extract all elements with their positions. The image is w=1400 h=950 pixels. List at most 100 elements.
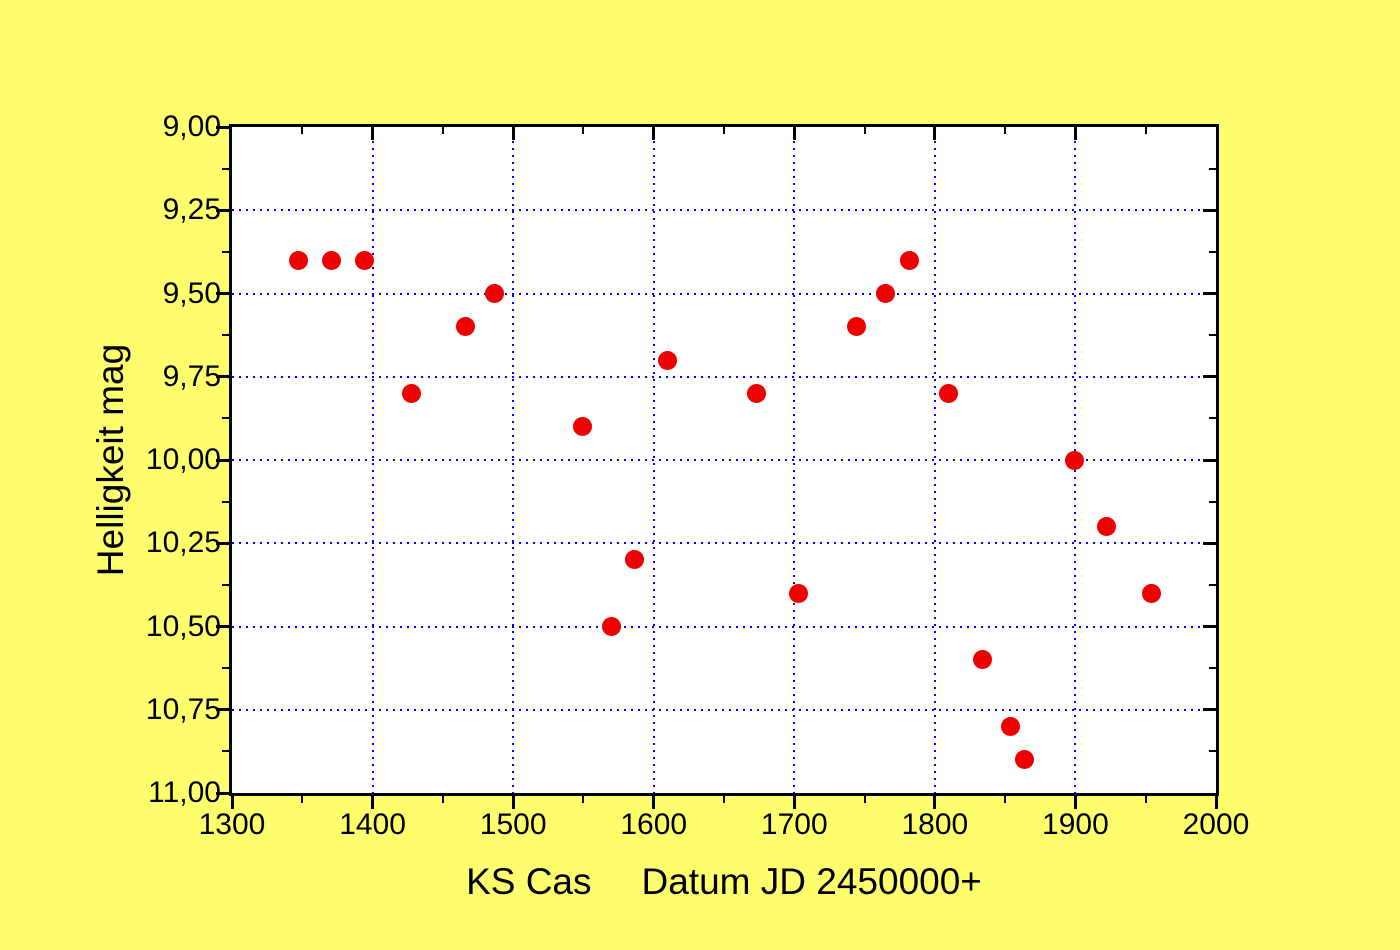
data-point bbox=[876, 284, 896, 303]
x-major-tick-bottom bbox=[652, 796, 656, 809]
x-tick-label: 1900 bbox=[1042, 808, 1109, 841]
y-major-tick-left bbox=[216, 791, 229, 795]
y-tick-label: 9,25 bbox=[162, 193, 221, 227]
x-major-tick-top bbox=[511, 127, 515, 140]
y-major-tick-left bbox=[216, 458, 229, 462]
y-major-tick-right bbox=[1203, 292, 1216, 295]
y-minor-tick-left bbox=[222, 750, 229, 753]
y-tick-label: 9,75 bbox=[162, 359, 221, 393]
y-minor-tick-left bbox=[222, 583, 229, 586]
x-minor-tick-top bbox=[301, 127, 304, 134]
x-minor-tick-top bbox=[863, 127, 866, 134]
y-minor-tick-left bbox=[222, 334, 229, 337]
x-major-tick-bottom bbox=[371, 796, 375, 809]
data-point bbox=[455, 317, 475, 337]
data-point bbox=[354, 250, 374, 270]
x-tick-label: 1300 bbox=[198, 808, 266, 841]
y-major-tick-right bbox=[1203, 375, 1216, 379]
data-point bbox=[322, 250, 342, 270]
data-point bbox=[789, 583, 808, 603]
x-tick-label: 1500 bbox=[479, 808, 547, 841]
y-minor-tick-right bbox=[1209, 167, 1216, 170]
data-point bbox=[602, 617, 622, 636]
x-minor-tick-bottom bbox=[723, 796, 725, 803]
x-minor-tick-bottom bbox=[1144, 796, 1147, 803]
x-tick-label: 1600 bbox=[620, 808, 688, 841]
y-major-tick-right bbox=[1203, 708, 1216, 712]
y-major-tick-left bbox=[216, 541, 229, 545]
y-minor-tick-right bbox=[1209, 500, 1216, 503]
x-minor-tick-bottom bbox=[301, 796, 304, 803]
y-minor-tick-left bbox=[222, 167, 229, 170]
data-point bbox=[939, 383, 959, 403]
y-minor-tick-right bbox=[1209, 250, 1216, 253]
data-point bbox=[572, 417, 592, 437]
data-point bbox=[846, 317, 866, 337]
x-tick-label: 1800 bbox=[901, 808, 969, 841]
x-minor-tick-bottom bbox=[863, 796, 866, 803]
x-minor-tick-top bbox=[1144, 127, 1147, 134]
x-minor-tick-bottom bbox=[582, 796, 585, 803]
data-point bbox=[658, 350, 678, 370]
x-minor-tick-top bbox=[582, 127, 585, 134]
x-major-tick-top bbox=[1073, 127, 1077, 140]
data-point bbox=[973, 650, 993, 670]
x-major-tick-top bbox=[371, 127, 375, 140]
y-minor-tick-left bbox=[222, 500, 229, 503]
x-minor-tick-bottom bbox=[1004, 796, 1007, 803]
x-major-tick-top bbox=[933, 127, 937, 140]
y-tick-label: 10,50 bbox=[145, 609, 221, 643]
x-tick-label: 2000 bbox=[1182, 808, 1250, 841]
y-major-tick-right bbox=[1203, 541, 1216, 545]
y-major-tick-left bbox=[216, 375, 229, 379]
y-minor-tick-right bbox=[1209, 417, 1216, 420]
y-major-tick-right bbox=[1203, 625, 1216, 628]
bottom-title: KS Cas Datum JD 2450000+ bbox=[232, 861, 1216, 903]
y-minor-tick-right bbox=[1209, 750, 1216, 753]
data-point bbox=[900, 250, 920, 270]
y-major-tick-right bbox=[1203, 208, 1216, 212]
x-tick-label: 1400 bbox=[339, 808, 406, 841]
x-minor-tick-top bbox=[1004, 127, 1007, 134]
x-minor-tick-bottom bbox=[441, 796, 444, 803]
y-tick-label: 9,00 bbox=[162, 110, 221, 143]
y-minor-tick-right bbox=[1209, 334, 1216, 337]
y-major-tick-left bbox=[216, 292, 229, 295]
x-major-tick-top bbox=[792, 127, 796, 140]
y-tick-label: 10,00 bbox=[145, 443, 221, 476]
x-minor-tick-top bbox=[723, 127, 725, 134]
y-minor-tick-right bbox=[1209, 583, 1216, 586]
series-label: KS Cas bbox=[466, 861, 592, 902]
x-axis-title: Datum JD 2450000+ bbox=[641, 861, 982, 902]
data-point bbox=[288, 250, 308, 270]
y-minor-tick-left bbox=[222, 250, 229, 253]
y-minor-tick-left bbox=[222, 667, 229, 670]
data-point bbox=[1096, 517, 1116, 537]
y-major-tick-left bbox=[216, 625, 229, 628]
y-minor-tick-left bbox=[222, 417, 229, 420]
y-tick-label: 9,50 bbox=[162, 276, 221, 310]
data-point bbox=[1141, 583, 1161, 603]
data-point bbox=[485, 284, 505, 303]
y-tick-label: 11,00 bbox=[148, 776, 221, 809]
x-major-tick-bottom bbox=[511, 796, 515, 809]
y-tick-label: 10,25 bbox=[145, 526, 221, 560]
data-point bbox=[1001, 716, 1021, 736]
x-major-tick-bottom bbox=[230, 796, 234, 809]
x-major-tick-bottom bbox=[1214, 796, 1218, 809]
y-tick-label: 10,75 bbox=[145, 692, 221, 726]
x-major-tick-bottom bbox=[792, 796, 796, 809]
data-point bbox=[1015, 750, 1035, 770]
x-major-tick-bottom bbox=[1073, 796, 1077, 809]
data-point bbox=[402, 383, 422, 403]
y-major-tick-left bbox=[216, 125, 229, 129]
x-major-tick-bottom bbox=[933, 796, 937, 809]
y-major-tick-left bbox=[216, 708, 229, 712]
y-minor-tick-right bbox=[1209, 667, 1216, 670]
x-major-tick-top bbox=[652, 127, 656, 140]
x-tick-label: 1700 bbox=[760, 808, 828, 841]
y-major-tick-right bbox=[1203, 458, 1216, 462]
data-point bbox=[746, 383, 766, 403]
data-point bbox=[624, 550, 644, 570]
